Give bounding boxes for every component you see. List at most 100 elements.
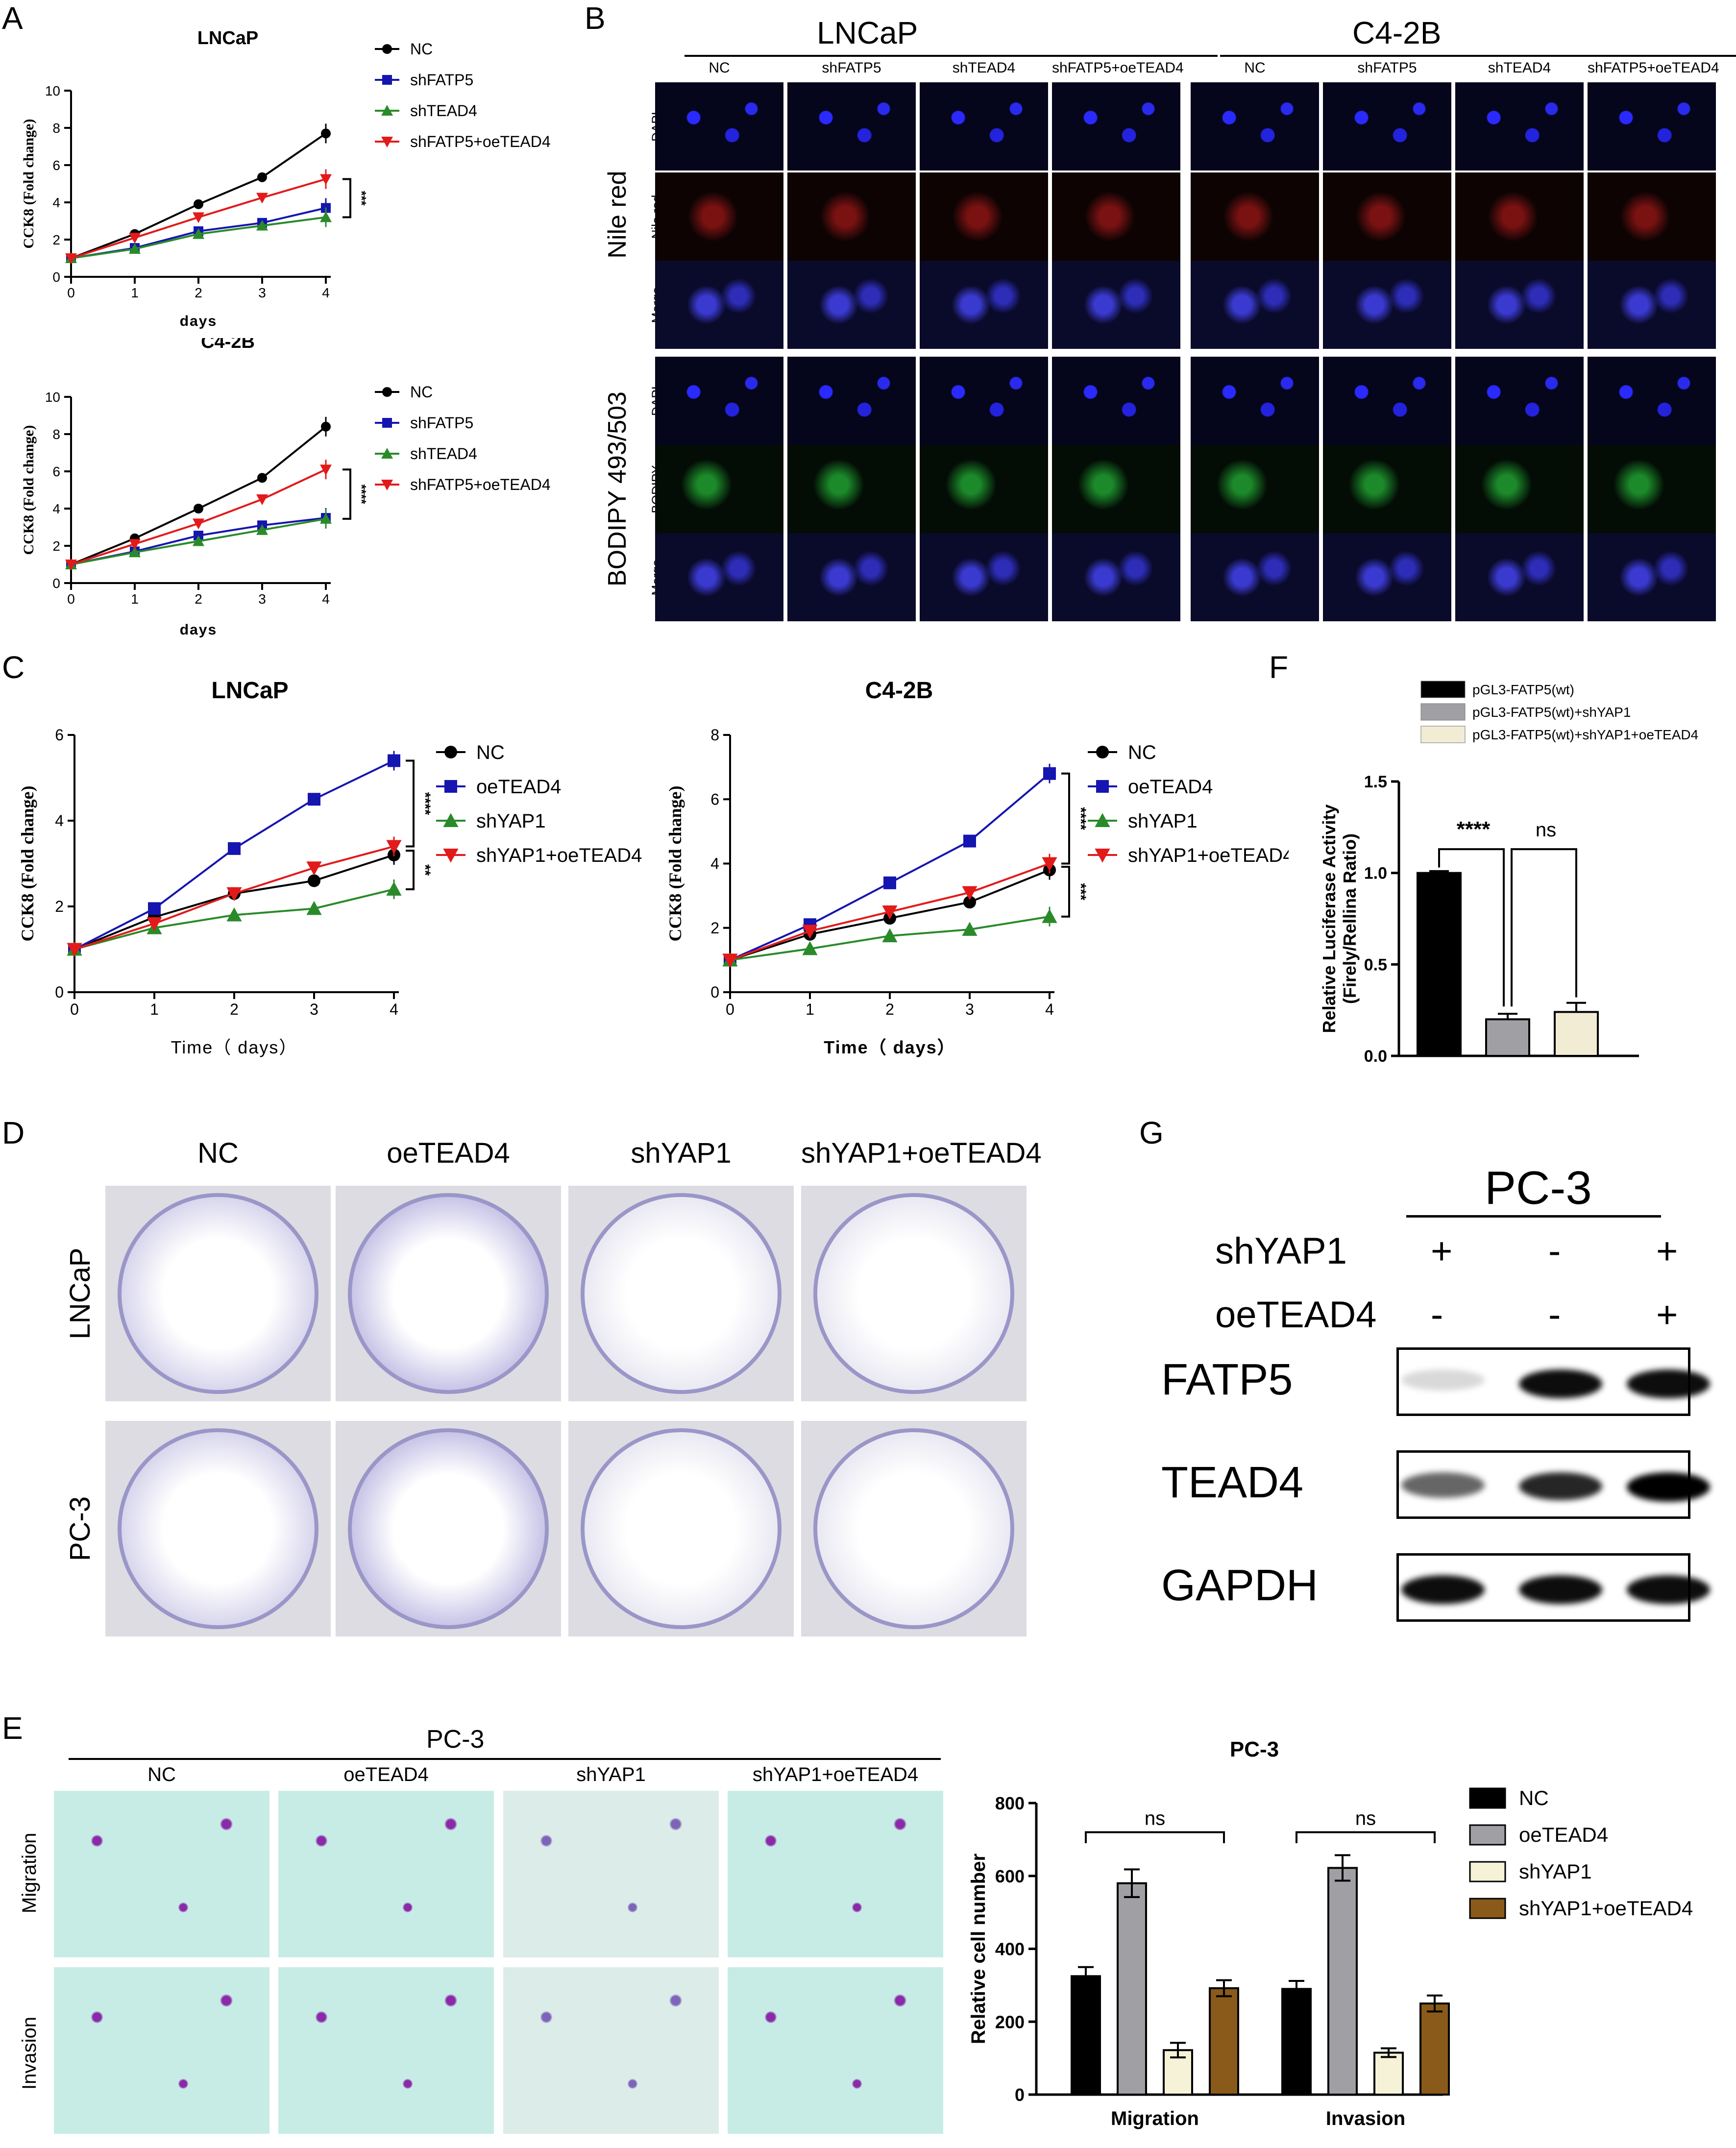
legend-swatch xyxy=(1420,726,1466,743)
sig-label-2: ns xyxy=(1536,819,1556,841)
x-tick-label: 2 xyxy=(885,1001,894,1018)
y-tick-label: 2 xyxy=(55,898,64,915)
legend-marker xyxy=(1095,849,1110,863)
blot-label: GAPDH xyxy=(1161,1561,1319,1610)
micrograph-dapi xyxy=(1191,357,1319,445)
legend-marker xyxy=(382,44,392,54)
legend-label: oeTEAD4 xyxy=(476,776,561,798)
condition-mark: - xyxy=(1431,1294,1443,1336)
data-point-shYAP1+oeTEAD4 xyxy=(147,917,162,931)
data-point-shYAP1+oeTEAD4 xyxy=(386,840,402,854)
row-label: PC-3 xyxy=(64,1496,96,1562)
sig-c1b-bracket xyxy=(1061,866,1070,918)
y-tick-label: 600 xyxy=(995,1866,1025,1886)
legend-swatch xyxy=(1469,1824,1506,1846)
condition-mark: - xyxy=(1548,1294,1561,1336)
legend-label: oeTEAD4 xyxy=(1519,1823,1608,1846)
transwell-image xyxy=(728,1791,943,1957)
micrograph-dapi xyxy=(1588,357,1716,445)
data-point-shTEAD4 xyxy=(320,513,332,524)
y-axis-label-2: (Firely/Rellina Ratio) xyxy=(1340,833,1360,1004)
sig-bracket-2 xyxy=(1511,848,1577,1007)
protein-band xyxy=(1401,1575,1485,1604)
column-label: shYAP1+oeTEAD4 xyxy=(801,1137,1042,1169)
legend-swatch xyxy=(1420,703,1466,721)
data-point-oeTEAD4 xyxy=(228,842,241,855)
data-point-shFATP5+oeTEAD4 xyxy=(256,193,268,204)
column-label: shFATP5+oeTEAD4 xyxy=(1052,60,1184,76)
x-tick-label: 4 xyxy=(322,591,330,607)
chart-title: C4-2B xyxy=(201,338,255,352)
legend-label: shFATP5 xyxy=(410,71,473,89)
x-axis-label: Time（ days） xyxy=(171,1037,298,1057)
data-point-NC xyxy=(321,128,331,139)
micrograph-nile-red xyxy=(1052,172,1180,261)
cck8-chart-lncap-a: LNCaP 0 2 4 6 8 10 0 1 2 3 4 days CCK8 (Fold change) N… xyxy=(21,28,551,329)
x-tick-label: 3 xyxy=(258,285,266,300)
x-tick-label: 4 xyxy=(322,285,330,300)
sig-bracket xyxy=(1296,1831,1436,1843)
cck8-chart-c42b-a: C4-2B 0 2 4 6 8 10 0 1 2 3 4 days CCK8 (Fold change) N… xyxy=(21,338,551,638)
column-label: oeTEAD4 xyxy=(343,1764,429,1785)
group-underline xyxy=(1220,55,1736,57)
legend-marker xyxy=(443,813,459,827)
data-point-shFATP5+oeTEAD4 xyxy=(65,560,77,570)
x-tick-label: 1 xyxy=(150,1001,159,1018)
x-category-label: Invasion xyxy=(1326,2108,1405,2129)
data-point-shFATP5+oeTEAD4 xyxy=(129,539,141,550)
cck8-chart-lncap-c: LNCaP 0 2 4 6 0 1 2 3 4 Time（ days） CCK8 (Fold chan… xyxy=(18,678,642,1057)
y-tick-label: 6 xyxy=(52,464,60,479)
legend-label: shYAP1+oeTEAD4 xyxy=(1128,845,1289,866)
data-point-shFATP5+oeTEAD4 xyxy=(320,464,332,476)
panel-label-d: D xyxy=(2,1115,25,1150)
micrograph-dapi xyxy=(787,357,916,445)
y-tick-label: 1.0 xyxy=(1364,864,1387,883)
group-title-LNCaP: LNCaP xyxy=(817,15,918,50)
x-tick-label: 2 xyxy=(195,591,202,607)
data-point-shTEAD4 xyxy=(193,228,204,239)
y-tick-label: 6 xyxy=(55,726,64,744)
legend-marker xyxy=(381,448,393,459)
y-tick-label: 0 xyxy=(710,983,719,1001)
legend-label: pGL3-FATP5(wt)+shYAP1+oeTEAD4 xyxy=(1472,727,1698,742)
bar-oeTEAD4 xyxy=(1117,1882,1147,2096)
row-label: LNCaP xyxy=(64,1247,96,1340)
condition-mark: + xyxy=(1431,1230,1453,1272)
row-label: Migration xyxy=(19,1832,40,1913)
protein-band xyxy=(1627,1472,1710,1502)
micrograph-merge xyxy=(1191,533,1319,621)
micrograph-merge xyxy=(1323,533,1451,621)
y-tick-label: 8 xyxy=(52,427,60,442)
protein-band xyxy=(1627,1575,1710,1604)
micrograph-dapi xyxy=(655,82,783,171)
panel-label-b: B xyxy=(585,0,606,36)
x-tick-label: 3 xyxy=(965,1001,974,1018)
protein-band xyxy=(1401,1472,1485,1498)
column-label: shYAP1+oeTEAD4 xyxy=(752,1764,919,1785)
sig-bracket xyxy=(1085,1831,1225,1843)
blot-label: FATP5 xyxy=(1161,1355,1293,1404)
data-point-shTEAD4 xyxy=(193,535,204,546)
micrograph-bodipy xyxy=(1455,445,1584,533)
legend-label: pGL3-FATP5(wt) xyxy=(1472,682,1574,697)
colony-plate xyxy=(118,1428,318,1629)
micrograph-merge xyxy=(1588,533,1716,621)
legend-swatch xyxy=(1469,1898,1506,1919)
data-point-shYAP1 xyxy=(1042,909,1057,923)
column-label: shFATP5 xyxy=(822,60,881,76)
y-tick-label: 0 xyxy=(52,576,60,591)
legend-label: shYAP1 xyxy=(1519,1860,1592,1883)
panel-e-transwell: PC-3 NC oeTEAD4 shYAP1 shYAP1+oeTEAD4 Migrati… xyxy=(0,1715,960,2148)
chart-title: LNCaP xyxy=(211,678,288,704)
legend-label: shTEAD4 xyxy=(410,445,477,463)
colony-plate xyxy=(581,1193,782,1394)
panel-label-c: C xyxy=(2,650,25,685)
transwell-image xyxy=(503,1791,719,1957)
panel-g-western-blot: PC-3 shYAP1 + - + oeTEAD4 - - + FATP5 TEAD4 GAPDH xyxy=(1142,1117,1736,1646)
data-point-shYAP1 xyxy=(962,922,978,936)
column-label: shTEAD4 xyxy=(952,60,1016,76)
panel-d-colony-plates: NC oeTEAD4 shYAP1 shYAP1+oeTEAD4 LNCaP PC-3 xyxy=(0,1117,1058,1646)
sig-bracket-1 xyxy=(1438,848,1505,1007)
transwell-image xyxy=(278,1791,494,1957)
protein-band xyxy=(1519,1575,1602,1604)
